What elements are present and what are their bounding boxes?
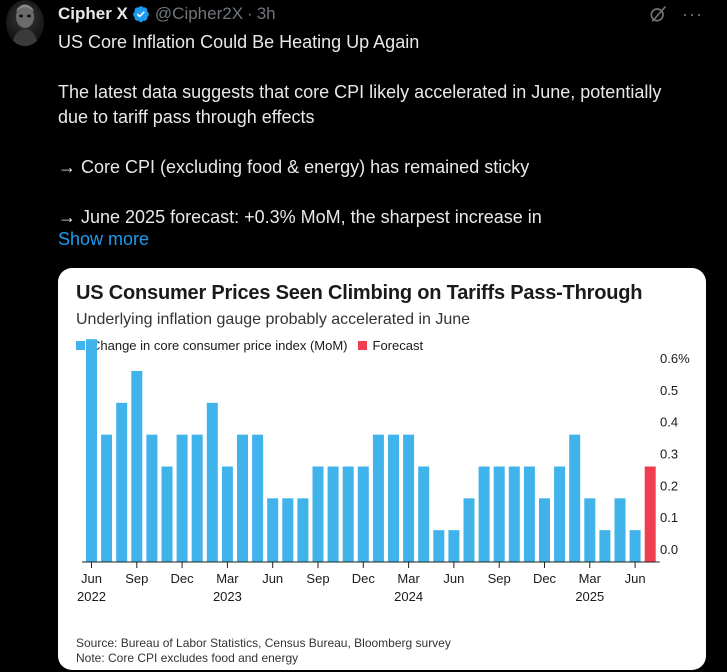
bar (191, 434, 203, 562)
bar (101, 434, 113, 562)
bar (433, 530, 445, 562)
source-line: Source: Bureau of Labor Statistics, Cens… (76, 636, 451, 650)
x-tick-label: Jun (81, 571, 102, 586)
bar (539, 498, 550, 562)
x-year-label: 2025 (575, 589, 604, 604)
legend-item-actual: Change in core consumer price index (MoM… (76, 338, 348, 353)
bar (388, 434, 399, 562)
bar (493, 466, 505, 562)
chart-subtitle: Underlying inflation gauge probably acce… (76, 311, 471, 328)
bar (569, 434, 581, 562)
x-year-label: 2022 (77, 589, 106, 604)
x-tick-label: Dec (533, 571, 557, 586)
avatar[interactable] (6, 0, 44, 46)
bar (86, 339, 97, 562)
x-year-label: 2024 (394, 589, 423, 604)
chart-source: Source: Bureau of Labor Statistics, Cens… (76, 636, 451, 666)
bar (297, 498, 309, 562)
separator-dot: · (247, 4, 253, 23)
x-tick-label: Jun (262, 571, 283, 586)
bar (614, 498, 626, 562)
bar (448, 530, 460, 562)
bar (131, 371, 143, 562)
y-tick-label: 0.2 (660, 478, 678, 493)
bar (161, 466, 173, 562)
x-tick-label: Sep (488, 571, 511, 586)
bar (206, 402, 218, 562)
tweet-line: US Core Inflation Could Be Heating Up Ag… (58, 32, 420, 52)
legend-item-forecast: Forecast (357, 338, 424, 353)
legend-label-forecast: Forecast (372, 338, 424, 353)
tweet-header: Cipher X @Cipher2X · 3h (58, 4, 276, 24)
legend-label-actual: Change in core consumer price index (MoM… (91, 338, 348, 353)
bar (357, 466, 369, 562)
bar (418, 466, 430, 562)
chart-title: US Consumer Prices Seen Climbing on Tari… (76, 282, 643, 304)
y-tick-label: 0.5 (660, 383, 678, 398)
bar (252, 434, 264, 562)
x-tick-label: Jun (625, 571, 646, 586)
bar (463, 498, 475, 562)
y-tick-label: 0.1 (660, 510, 678, 525)
bar (403, 434, 415, 562)
bar (342, 466, 354, 562)
bar (282, 498, 294, 562)
bar (599, 530, 611, 562)
show-more-link[interactable]: Show more (58, 229, 150, 249)
tweet-line: → Core CPI (excluding food & energy) has… (58, 157, 530, 177)
bar (237, 434, 248, 562)
bar (221, 466, 233, 562)
avatar-figure-icon (12, 4, 38, 46)
more-options-icon[interactable]: ··· (682, 4, 703, 24)
tweet-line: due to tariff pass through effects (58, 107, 315, 127)
verified-badge-icon (133, 6, 149, 23)
forecast-bar (644, 466, 656, 562)
y-tick-label: 0.3 (660, 447, 678, 462)
x-tick-label: Dec (171, 571, 195, 586)
bar (146, 434, 158, 562)
bar (584, 498, 596, 562)
bar (554, 466, 566, 562)
bar-chart: 0.0 0.1 0.2 0.3 0.4 0.5 0.6% Jun 2022 Sep Dec Mar 20… (77, 339, 690, 604)
bar (327, 466, 339, 562)
x-tick-label: Dec (352, 571, 376, 586)
handle[interactable]: @Cipher2X (154, 4, 244, 23)
display-name[interactable]: Cipher X (58, 4, 128, 23)
chart-image-card[interactable]: US Consumer Prices Seen Climbing on Tari… (58, 268, 706, 670)
bar (523, 466, 535, 562)
bar (508, 466, 520, 562)
x-tick-label: Mar (397, 571, 420, 586)
y-tick-label: 0.0 (660, 542, 678, 557)
bar (116, 402, 128, 562)
tweet-line: → June 2025 forecast: +0.3% MoM, the sha… (58, 207, 542, 227)
bar (176, 434, 188, 562)
tweet-text: US Core Inflation Could Be Heating Up Ag… (58, 30, 718, 230)
x-tick-label: Mar (579, 571, 602, 586)
tweet-actions-top: ··· (648, 4, 703, 24)
grok-icon[interactable] (648, 4, 668, 24)
chart-legend: Change in core consumer price index (MoM… (76, 338, 433, 353)
bar (312, 466, 324, 562)
x-tick-label: Sep (125, 571, 148, 586)
legend-swatch-forecast (357, 341, 367, 350)
x-tick-label: Sep (306, 571, 329, 586)
bar (629, 530, 641, 562)
x-year-label: 2023 (213, 589, 242, 604)
x-tick-label: Mar (216, 571, 239, 586)
legend-swatch-actual (76, 341, 85, 350)
timestamp[interactable]: 3h (256, 4, 276, 23)
bar (478, 466, 490, 562)
y-tick-label: 0.6% (660, 351, 690, 366)
y-tick-label: 0.4 (660, 415, 678, 430)
note-line: Note: Core CPI excludes food and energy (76, 651, 299, 665)
bar (372, 434, 384, 562)
x-tick-label: Jun (443, 571, 464, 586)
bar (267, 498, 279, 562)
tweet-line: The latest data suggests that core CPI l… (58, 82, 662, 102)
